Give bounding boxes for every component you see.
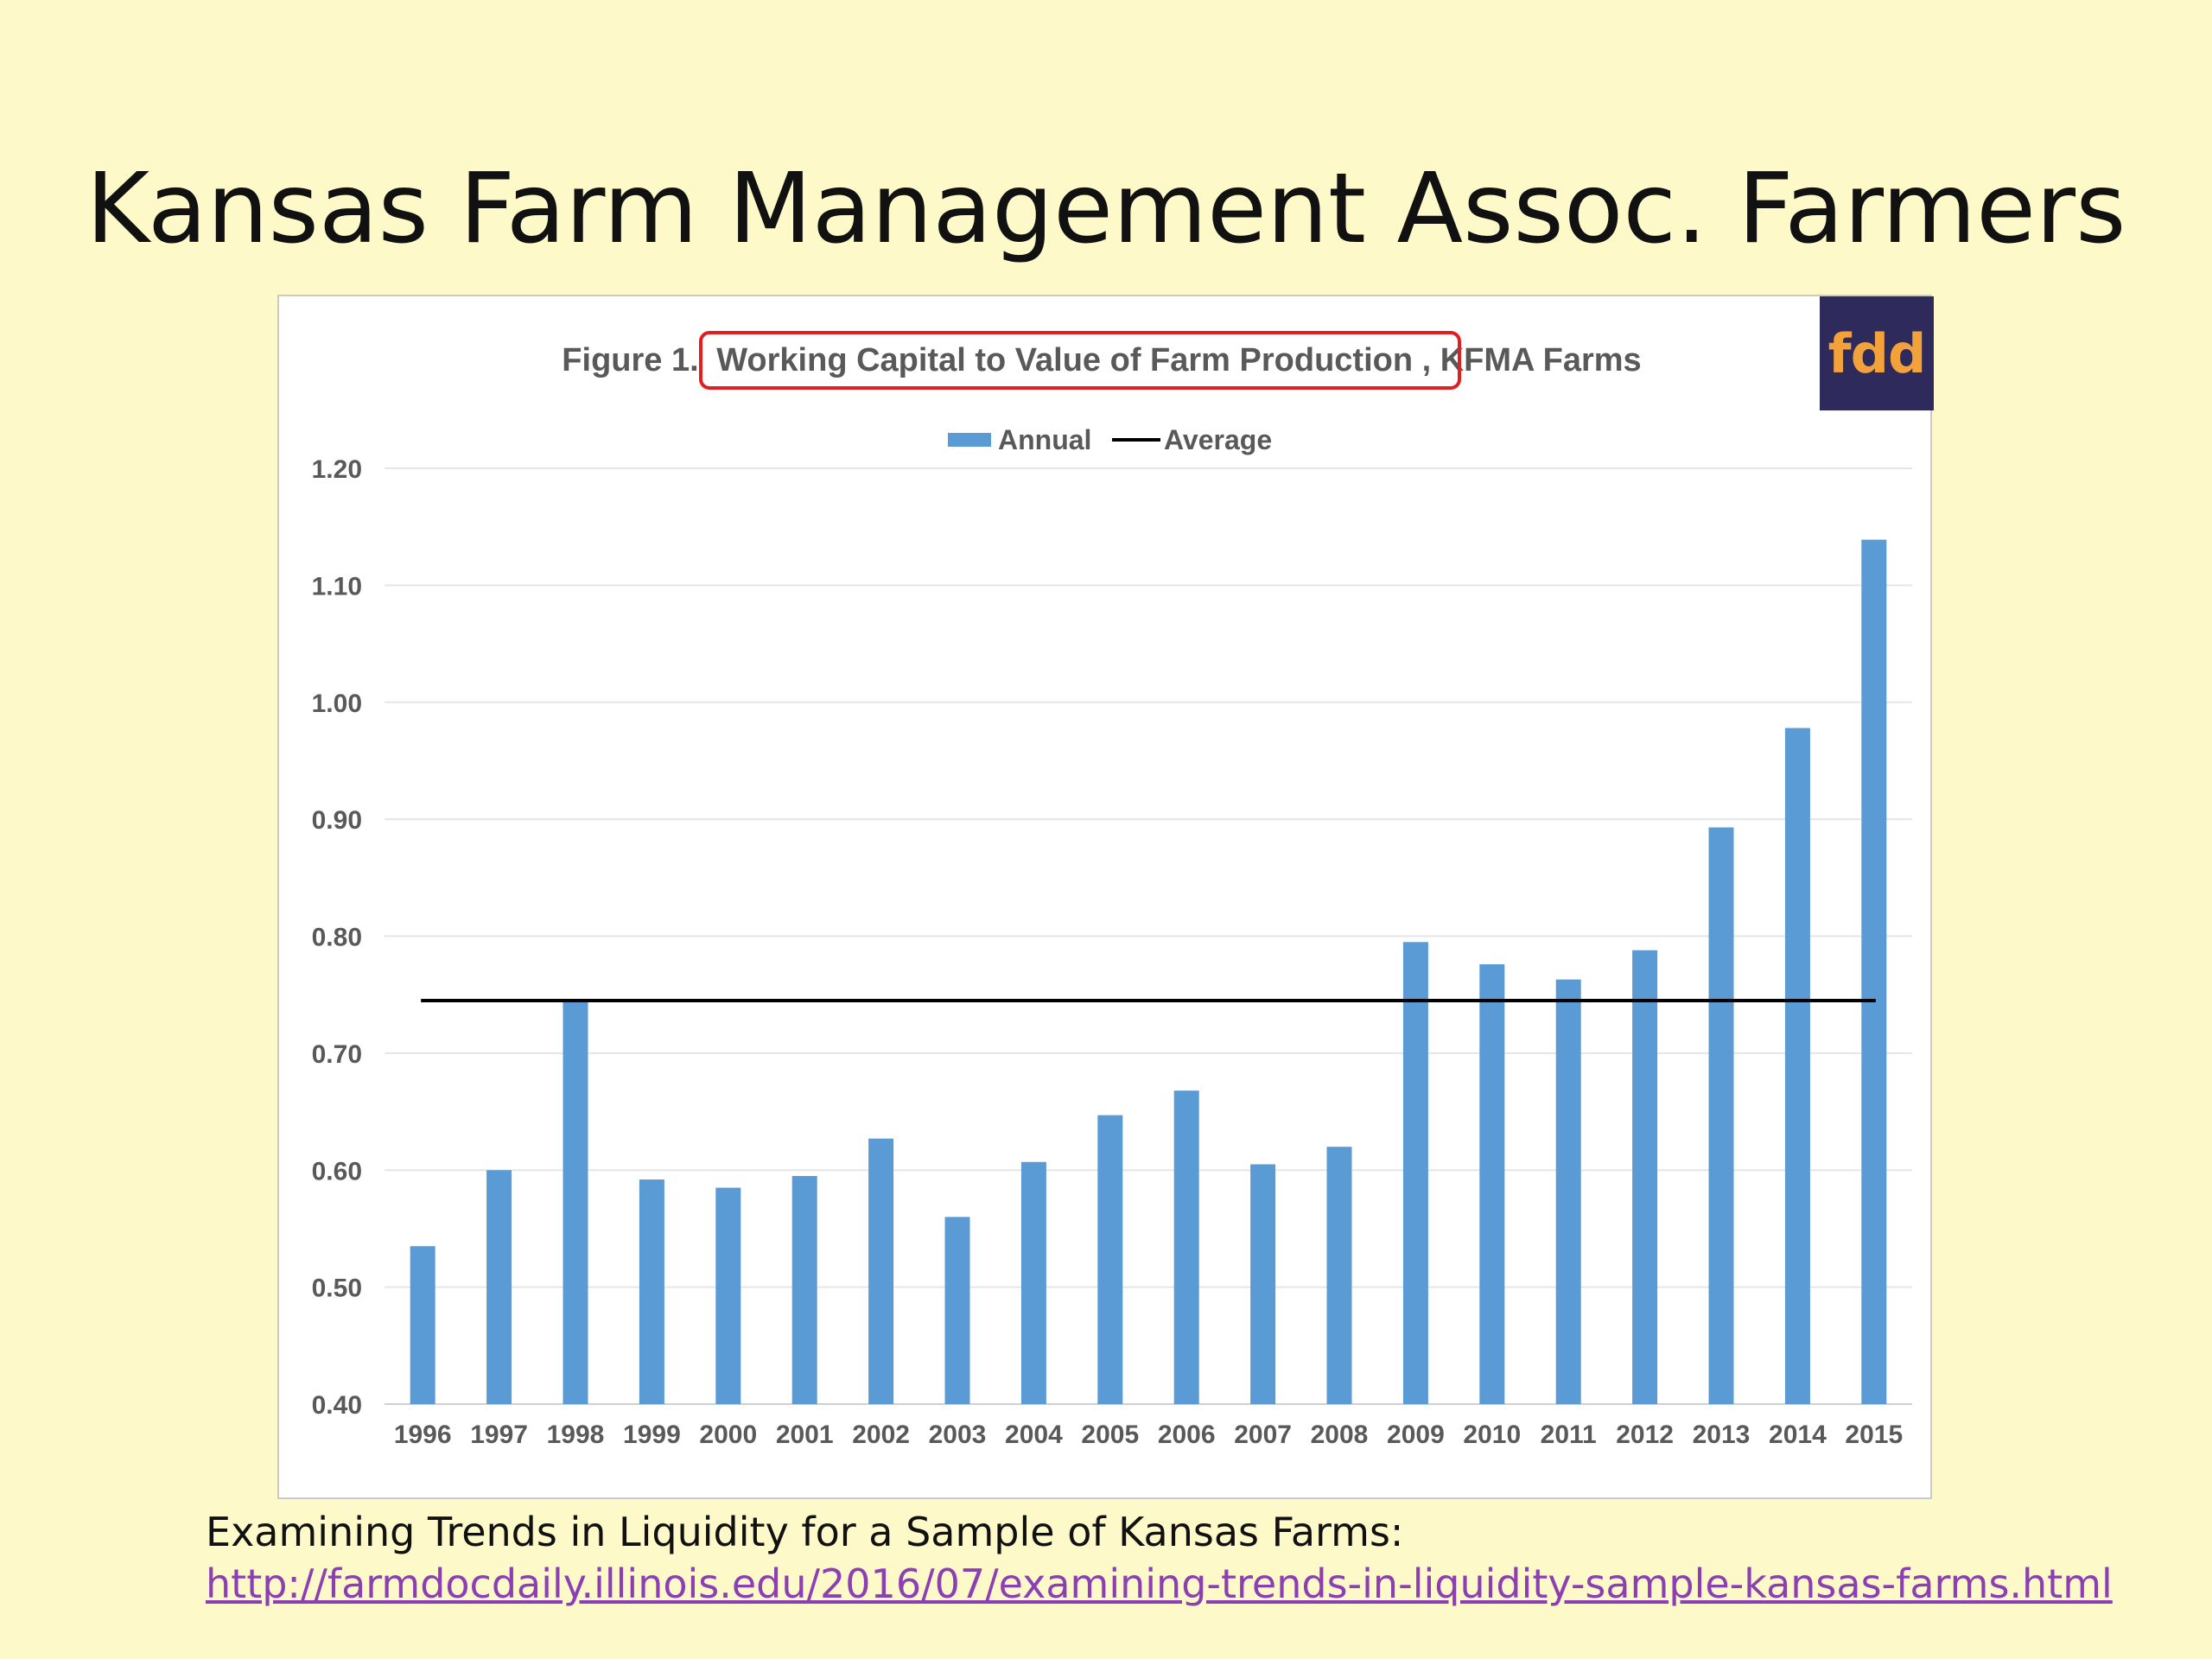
x-tick-label: 2014	[1769, 1421, 1827, 1449]
x-tick-label: 2007	[1234, 1421, 1292, 1449]
slide-title: Kansas Farm Management Assoc. Farmers	[86, 153, 2126, 265]
legend-average-label: Average	[1164, 424, 1272, 455]
chart-title-suffix: , KFMA Farms	[1422, 342, 1642, 378]
x-tick-label: 2012	[1616, 1421, 1674, 1449]
bar-2013	[1708, 827, 1734, 1404]
x-tick-label: 2000	[699, 1421, 757, 1449]
bar-2010	[1479, 963, 1505, 1404]
y-tick-label: 0.60	[312, 1157, 362, 1185]
y-tick-label: 0.90	[312, 806, 362, 835]
x-tick-label: 2002	[852, 1421, 910, 1449]
bar-2001	[791, 1176, 817, 1404]
x-tick-label: 1996	[394, 1421, 452, 1449]
x-tick-label: 2004	[1005, 1421, 1063, 1449]
x-tick-label: 2015	[1845, 1421, 1903, 1449]
chart-title-prefix: Figure 1.	[562, 342, 698, 378]
bar-1998	[563, 1000, 588, 1404]
y-tick-label: 1.00	[312, 690, 362, 718]
y-tick-label: 0.70	[312, 1040, 362, 1069]
y-tick-label: 0.50	[312, 1274, 362, 1303]
bar-2014	[1784, 728, 1810, 1404]
source-link[interactable]: http://farmdocdaily.illinois.edu/2016/07…	[206, 1560, 2113, 1607]
x-tick-label: 2010	[1463, 1421, 1521, 1449]
bar-1999	[639, 1179, 664, 1404]
bar-2009	[1402, 942, 1428, 1404]
x-tick-label: 1999	[623, 1421, 681, 1449]
bar-chart: Figure 1. Working Capital to Value of Fa…	[312, 331, 1912, 1449]
bar-2000	[715, 1187, 741, 1404]
legend-annual-swatch	[948, 433, 991, 447]
bar-2015	[1861, 539, 1887, 1404]
bar-2006	[1173, 1090, 1199, 1404]
legend-annual-label: Annual	[998, 424, 1091, 455]
x-tick-label: 2003	[929, 1421, 987, 1449]
title-highlight-box	[699, 331, 1461, 390]
chart-title: Figure 1. Working Capital to Value of Fa…	[562, 342, 1641, 378]
bar-2004	[1020, 1161, 1046, 1404]
x-tick-label: 2001	[776, 1421, 834, 1449]
x-tick-label: 2006	[1158, 1421, 1216, 1449]
bar-2008	[1326, 1147, 1352, 1404]
y-tick-label: 0.40	[312, 1391, 362, 1420]
y-axis-ticks: 0.40 0.50 0.60 0.70 0.80 0.90 1.00 1.10 1.20	[312, 455, 362, 1420]
bar-2003	[944, 1217, 970, 1404]
bar-2005	[1097, 1115, 1123, 1404]
figure-panel: fdd Figure 1. Working Capital to Value o…	[277, 295, 1934, 1499]
legend: Annual Average	[948, 424, 1272, 455]
fdd-logo: fdd	[1820, 296, 1934, 410]
bar-1997	[486, 1170, 512, 1404]
x-tick-label: 2009	[1387, 1421, 1445, 1449]
x-tick-label: 2005	[1081, 1421, 1139, 1449]
bars	[410, 539, 1887, 1404]
chart-title-highlight: Working Capital to Value of Farm Product…	[716, 342, 1413, 378]
y-tick-label: 1.20	[312, 455, 362, 484]
bar-2002	[868, 1138, 894, 1404]
x-tick-label: 2011	[1541, 1421, 1597, 1449]
x-tick-label: 2008	[1311, 1421, 1369, 1449]
y-tick-label: 1.10	[312, 572, 362, 601]
bar-1996	[410, 1246, 435, 1404]
source-citation: Examining Trends in Liquidity for a Samp…	[206, 1509, 1404, 1555]
x-tick-label: 1998	[547, 1421, 605, 1449]
x-axis-ticks: 1996 1997 1998 1999 2000 2001 2002 2003 2004 2005…	[394, 1421, 1903, 1449]
y-tick-label: 0.80	[312, 924, 362, 952]
bar-2012	[1632, 950, 1658, 1404]
bar-2007	[1250, 1164, 1276, 1404]
x-tick-label: 1997	[470, 1421, 528, 1449]
x-tick-label: 2013	[1693, 1421, 1751, 1449]
bar-2011	[1555, 979, 1581, 1404]
gridlines	[385, 467, 1912, 1405]
